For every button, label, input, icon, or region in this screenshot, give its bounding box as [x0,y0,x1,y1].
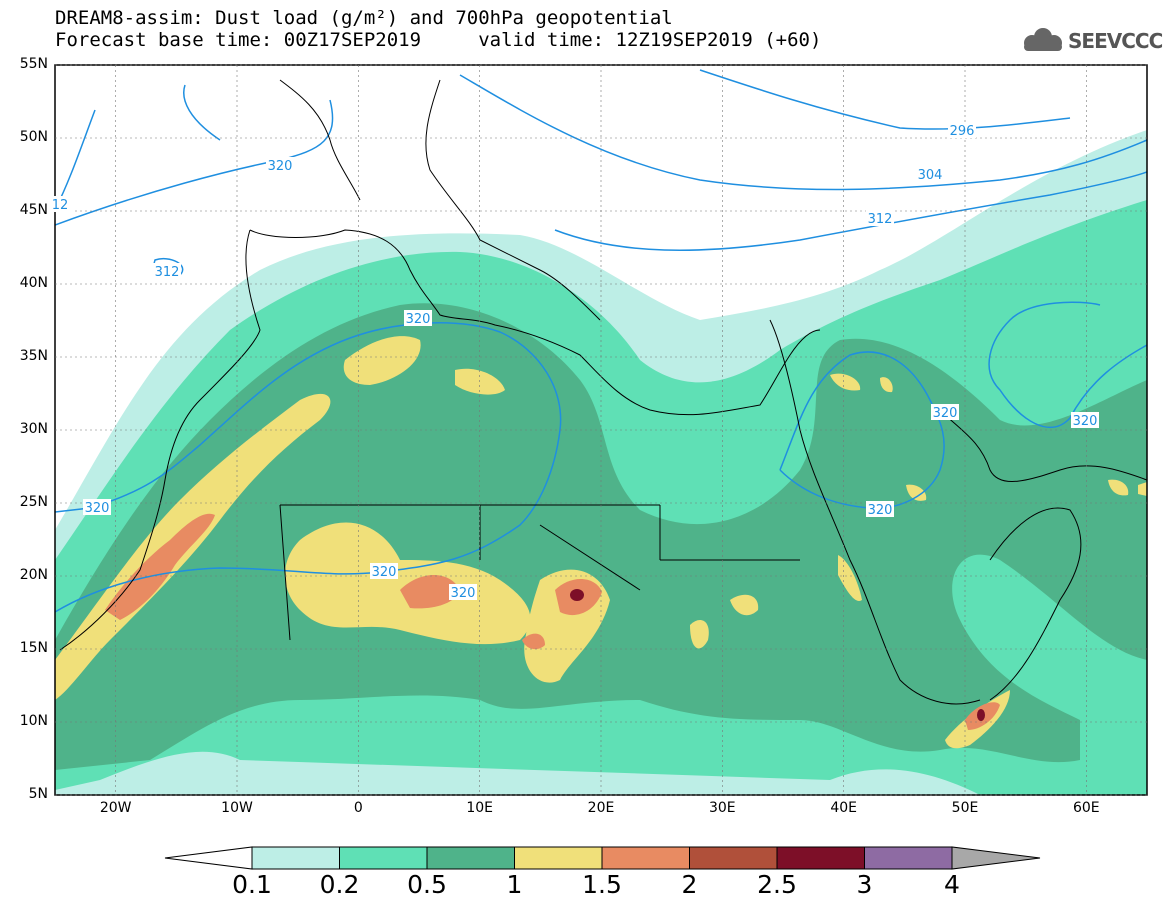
contour-label: 320 [406,312,431,327]
lon-label: 10W [221,800,253,816]
contour-label-bg [931,404,959,420]
contour-label-bg [948,122,976,138]
contour-label-bg [266,157,294,173]
contour-label-bg [866,210,894,226]
colorbar-label: 0.2 [319,870,360,899]
contour-label: 320 [268,159,293,174]
contour-label-bg [46,196,74,212]
contour-label: 296 [950,124,975,139]
contour-label: 320 [1073,414,1098,429]
lon-label: 40E [830,800,857,816]
contour-label: 12 [52,198,69,213]
lat-label: 40N [19,275,48,291]
lon-label: 60E [1072,800,1100,816]
title-line-2: Forecast base time: 00Z17SEP2019 valid t… [55,29,822,51]
contour-label: 312 [868,212,893,227]
lat-label: 5N [28,786,48,802]
contour-label: 320 [933,406,958,421]
lon-label: 50E [951,800,979,816]
contour-label: 320 [85,501,110,516]
lat-label: 25N [19,494,48,510]
axis-ticks [55,64,1147,796]
contour-label-bg [404,310,432,326]
contour-label-bg [370,563,398,579]
lat-label: 15N [19,640,48,656]
contour-labels: 296 304 312 312 12 320 320 320 320 320 320 320 320 [46,122,1099,601]
contour-label: 320 [372,565,397,580]
colorbar-label: 1.5 [582,870,622,899]
contour-label: 320 [451,586,476,601]
lon-label: 20W [99,800,132,816]
contour-label-bg [1071,412,1099,428]
coastlines [59,79,1147,705]
colorbar-label: 0.5 [407,870,447,899]
lat-label: 30N [19,421,48,437]
title-line-1: DREAM8-assim: Dust load (g/m²) and 700hP… [55,7,673,29]
lat-label: 20N [19,567,48,583]
lat-label: 55N [19,56,48,72]
contour-label: 320 [868,503,893,518]
colorbar-label: 1 [506,870,523,899]
logo-text: SEEVCCC [1068,29,1163,53]
contour-label-bg [449,584,477,600]
contour-label-bg [153,263,181,279]
contour-label-bg [83,499,111,515]
dust-field-2.5 [570,589,985,721]
contour-label: 304 [918,168,943,183]
lon-label: 10E [466,800,493,816]
cloud-icon [1024,28,1062,51]
contour-label-bg [916,166,944,182]
lon-label: 20E [587,800,615,816]
lat-label: 50N [19,129,48,145]
colorbar-label: 4 [944,870,960,899]
colorbar-label: 2 [681,870,698,899]
colorbar-label: 0.1 [232,870,272,899]
seevccc-logo [1024,28,1062,51]
lat-label: 35N [19,348,48,364]
colorbar-label: 3 [856,870,873,899]
lat-label: 45N [19,202,48,218]
lon-label: 0 [353,800,363,816]
lat-label: 10N [19,713,48,729]
contour-label-bg [866,501,894,517]
contour-label: 312 [155,265,180,280]
lon-label: 30E [708,800,736,816]
colorbar-label: 2.5 [757,870,797,899]
